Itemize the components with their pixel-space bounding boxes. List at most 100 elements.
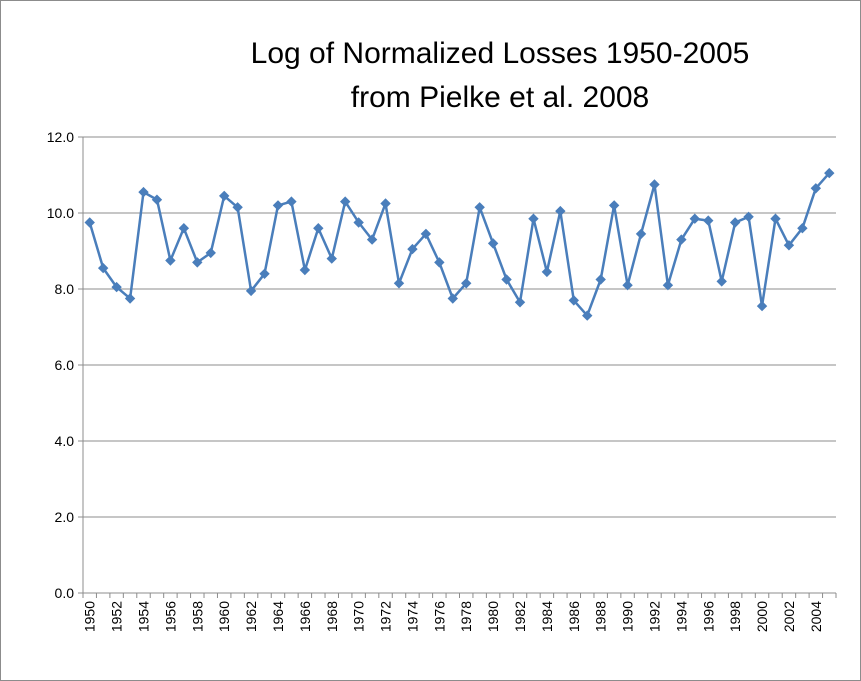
data-point (205, 247, 216, 259)
data-point (192, 257, 203, 268)
data-point (138, 186, 149, 198)
data-point (393, 278, 405, 289)
series-losses (84, 167, 835, 321)
x-tick-label: 1986 (566, 601, 582, 632)
data-point (420, 228, 432, 240)
data-point (474, 202, 485, 213)
x-tick-label: 1970 (351, 601, 367, 632)
x-tick-label: 1966 (297, 601, 313, 632)
data-point (259, 268, 270, 280)
data-point (97, 262, 109, 274)
data-point (635, 228, 647, 240)
data-point (272, 200, 284, 211)
chart-title-line-1: Log of Normalized Losses 1950-2005 (250, 37, 750, 70)
x-tick-label: 1964 (270, 601, 286, 632)
data-point (797, 222, 808, 234)
y-tick-label: 6.0 (55, 357, 75, 373)
data-point (729, 217, 741, 228)
data-point (487, 238, 499, 249)
data-point (178, 222, 190, 234)
x-tick-label: 1998 (727, 601, 743, 632)
data-point (676, 234, 687, 245)
data-point (245, 285, 257, 297)
data-point (218, 190, 230, 202)
data-point (622, 279, 633, 291)
x-tick-label: 1972 (378, 601, 394, 632)
data-point (689, 213, 701, 224)
y-tick-label: 10.0 (47, 205, 74, 221)
data-point (568, 295, 580, 306)
y-tick-label: 12.0 (47, 129, 74, 145)
data-point (313, 222, 324, 234)
gridlines (83, 136, 836, 518)
chart-title: Log of Normalized Losses 1950-2005 from … (120, 32, 861, 120)
data-point (608, 200, 620, 211)
data-point (111, 281, 122, 293)
data-point (716, 276, 727, 287)
data-point (299, 264, 311, 276)
x-tick-label: 1994 (673, 601, 689, 632)
x-tick-label: 1954 (136, 601, 152, 632)
data-point (366, 234, 378, 245)
data-point (165, 255, 176, 266)
x-tick-label: 1958 (189, 601, 205, 632)
x-tick-label: 1950 (82, 601, 98, 632)
data-point (339, 196, 351, 207)
data-point (326, 253, 337, 264)
data-point (151, 194, 163, 205)
data-point (461, 278, 472, 289)
data-point (783, 240, 795, 251)
data-point (595, 274, 606, 285)
x-tick-label: 1968 (324, 601, 340, 632)
x-tick-label: 1952 (109, 601, 125, 632)
data-point (743, 211, 754, 223)
x-tick-label: 1996 (700, 601, 716, 632)
series-line (88, 172, 831, 317)
x-tick-label: 1956 (162, 601, 178, 632)
x-tick-label: 2000 (754, 601, 770, 632)
x-tick-label: 1976 (431, 601, 447, 632)
data-point (232, 202, 243, 213)
data-point (703, 215, 714, 226)
data-point (528, 213, 539, 224)
data-point (514, 297, 526, 308)
x-tick-label: 1992 (646, 601, 662, 632)
y-axis-ticks: 0.0 2.0 4.0 6.0 8.0 10.0 12.0 (47, 129, 84, 601)
x-axis-ticks: 1950 1952 1954 1956 1958 1960 1962 1964 1966 1968… (82, 592, 837, 632)
data-point (353, 217, 364, 228)
data-point (649, 179, 660, 190)
x-tick-label: 1988 (593, 601, 609, 632)
data-point (555, 205, 566, 217)
y-tick-label: 2.0 (55, 509, 75, 525)
data-point (124, 293, 136, 304)
data-point (407, 243, 418, 255)
x-tick-label: 2002 (781, 601, 797, 632)
x-tick-label: 1980 (485, 601, 501, 632)
data-point (286, 196, 297, 207)
x-tick-label: 1962 (243, 601, 259, 632)
x-tick-label: 1984 (539, 601, 555, 632)
x-tick-label: 1982 (512, 601, 528, 632)
data-point (756, 300, 768, 312)
y-tick-label: 4.0 (55, 433, 75, 449)
x-tick-label: 1960 (216, 601, 232, 632)
y-tick-label: 8.0 (55, 281, 75, 297)
data-point (380, 198, 391, 209)
x-tick-label: 1978 (458, 601, 474, 632)
data-point (810, 183, 822, 194)
data-point (84, 217, 95, 228)
data-point (501, 274, 512, 285)
y-tick-label: 0.0 (55, 585, 75, 601)
data-point (541, 266, 553, 278)
data-point (582, 310, 593, 321)
data-point (434, 257, 445, 268)
data-point (770, 213, 781, 224)
chart-title-line-2: from Pielke et al. 2008 (350, 81, 650, 114)
data-point (824, 167, 835, 179)
x-tick-label: 1974 (404, 601, 420, 632)
data-point (662, 279, 674, 291)
x-tick-label: 1990 (620, 601, 636, 632)
data-point (447, 293, 458, 304)
